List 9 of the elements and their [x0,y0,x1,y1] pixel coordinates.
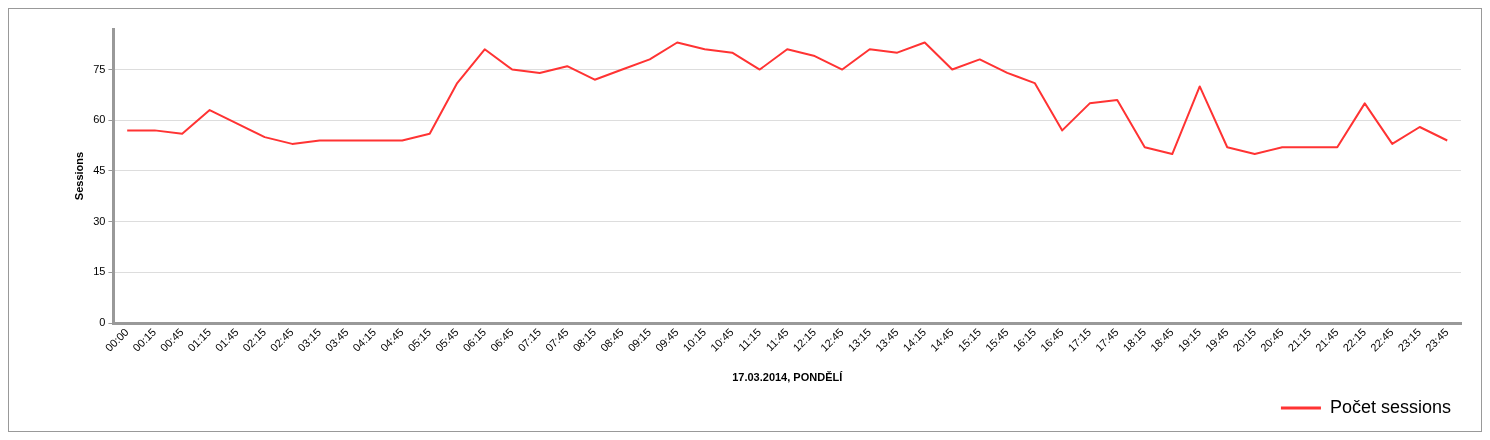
y-tick-label: 75 [93,62,106,75]
y-tick-label: 30 [93,214,106,227]
x-axis-title: 17.03.2014, PONDĚLÍ [732,371,844,384]
legend-label: Počet sessions [1329,396,1451,417]
y-tick-label: 60 [93,113,106,126]
y-axis-title: Sessions [72,151,85,201]
y-tick-label: 15 [93,265,106,278]
y-tick-label: 45 [93,163,106,176]
y-tick-label: 0 [99,316,106,329]
